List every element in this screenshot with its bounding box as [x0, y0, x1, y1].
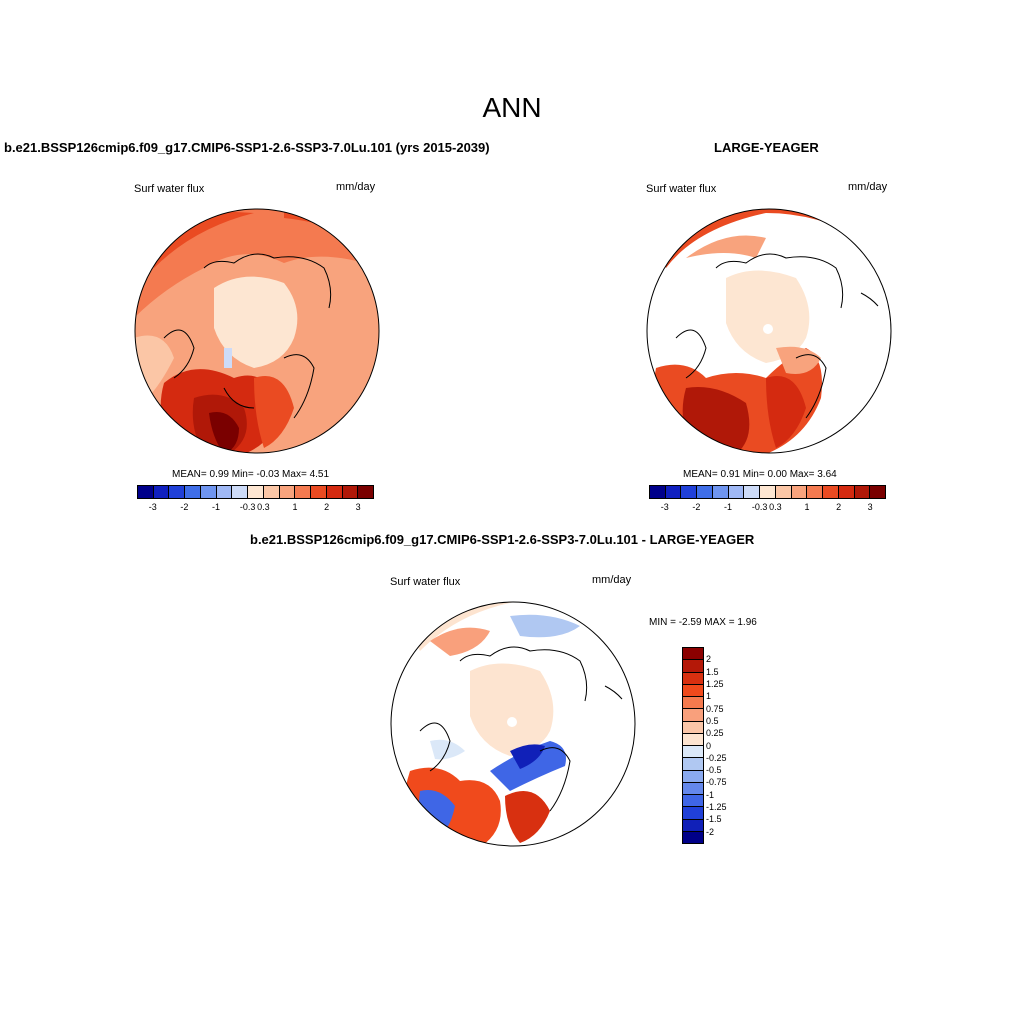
colorbar-level-label: 2 — [706, 654, 712, 665]
colorbar-tick-label: 0.3 — [257, 502, 270, 512]
colorbar-swatch — [838, 486, 855, 498]
colorbar-level-label: 0.5 — [706, 715, 719, 726]
colorbar-swatch — [683, 819, 703, 832]
colorbar-level-label: 1.25 — [706, 678, 724, 689]
colorbar-tick-label: 2 — [324, 502, 330, 512]
colorbar-swatch — [683, 672, 703, 685]
colorbar-swatch — [342, 486, 359, 498]
left-colorbar: -3 -2 -1 -0.3 0.3 1 2 3 — [137, 485, 374, 516]
colorbar-swatch — [665, 486, 682, 498]
colorbar-tick-label: -2 — [180, 502, 189, 512]
right-colorbar: -3 -2 -1 -0.3 0.3 1 2 3 — [649, 485, 886, 516]
colorbar-swatch — [683, 831, 703, 843]
diff-units-label: mm/day — [592, 574, 632, 586]
colorbar-swatch — [683, 758, 703, 771]
colorbar-swatch — [169, 486, 186, 498]
colorbar-swatch — [311, 486, 327, 498]
right-stats: MEAN= 0.91 Min= 0.00 Max= 3.64 — [683, 469, 837, 480]
colorbar-tick-label: 1 — [292, 502, 298, 512]
colorbar-tick-label: -2 — [692, 502, 701, 512]
colorbar-swatch — [263, 486, 280, 498]
left-variable-label: Surf water flux — [134, 183, 205, 195]
colorbar-tick-label: -3 — [660, 502, 669, 512]
right-units-label: mm/day — [848, 181, 888, 193]
diff-colorbar — [682, 647, 704, 844]
diff-polar-map — [390, 601, 636, 847]
colorbar-tick-label: 1 — [804, 502, 810, 512]
colorbar-swatch — [358, 486, 374, 498]
colorbar-tick-label: 3 — [867, 502, 873, 512]
diff-variable-label: Surf water flux — [390, 576, 461, 588]
colorbar-swatch — [854, 486, 871, 498]
colorbar-swatch — [185, 486, 201, 498]
colorbar-tick-label: -0.3 — [751, 502, 768, 512]
colorbar-level-label: -0.5 — [706, 765, 722, 776]
colorbar-swatch — [683, 721, 703, 734]
left-stats: MEAN= 0.99 Min= -0.03 Max= 4.51 — [172, 469, 330, 480]
colorbar-level-label: 1.5 — [706, 666, 719, 677]
colorbar-swatch — [326, 486, 343, 498]
colorbar-swatch — [153, 486, 170, 498]
colorbar-level-label: 0 — [706, 740, 712, 751]
colorbar-level-label: -0.25 — [706, 752, 727, 763]
colorbar-swatch — [650, 486, 666, 498]
colorbar-swatch — [791, 486, 808, 498]
colorbar-level-label: -2 — [706, 826, 715, 837]
colorbar-tick-label: 3 — [355, 502, 361, 512]
colorbar-swatch — [683, 733, 703, 746]
colorbar-swatch — [681, 486, 698, 498]
colorbar-swatch — [775, 486, 792, 498]
colorbar-swatch — [683, 746, 703, 759]
figure-title: ANN — [482, 92, 542, 123]
right-variable-label: Surf water flux — [646, 183, 717, 195]
left-polar-map — [134, 208, 380, 454]
right-polar-map — [646, 208, 892, 454]
colorbar-level-label: 1 — [706, 691, 712, 702]
colorbar-swatch — [870, 486, 886, 498]
colorbar-tick-label: -1 — [211, 502, 220, 512]
diff-panel-title: b.e21.BSSP126cmip6.f09_g17.CMIP6-SSP1-2.… — [250, 532, 755, 547]
colorbar-swatch — [683, 709, 703, 722]
colorbar-level-label: -1.25 — [706, 802, 727, 813]
colorbar-level-label: 0.25 — [706, 728, 724, 739]
colorbar-swatch — [744, 486, 761, 498]
colorbar-swatch — [697, 486, 713, 498]
colorbar-level-label: -1 — [706, 789, 715, 800]
colorbar-swatch — [248, 486, 264, 498]
colorbar-swatch — [728, 486, 745, 498]
colorbar-swatch — [807, 486, 824, 498]
colorbar-swatch — [683, 795, 703, 808]
colorbar-tick-label: -0.3 — [239, 502, 256, 512]
colorbar-swatch — [279, 486, 296, 498]
colorbar-level-label: -1.5 — [706, 814, 722, 825]
colorbar-swatch — [683, 782, 703, 795]
colorbar-swatch — [683, 648, 703, 661]
colorbar-swatch — [683, 660, 703, 673]
left-units-label: mm/day — [336, 181, 376, 193]
colorbar-level-label: 0.75 — [706, 703, 724, 714]
colorbar-swatch — [138, 486, 154, 498]
colorbar-swatch — [295, 486, 312, 498]
colorbar-swatch — [232, 486, 249, 498]
colorbar-swatch — [760, 486, 776, 498]
colorbar-swatch — [683, 807, 703, 820]
colorbar-swatch — [712, 486, 729, 498]
colorbar-swatch — [216, 486, 233, 498]
colorbar-tick-label: -1 — [723, 502, 732, 512]
diff-minmax: MIN = -2.59 MAX = 1.96 — [649, 617, 757, 628]
colorbar-swatch — [683, 684, 703, 697]
colorbar-swatch — [200, 486, 217, 498]
colorbar-tick-label: -3 — [148, 502, 157, 512]
colorbar-swatch — [683, 770, 703, 783]
colorbar-tick-label: 2 — [836, 502, 842, 512]
right-panel-title: LARGE-YEAGER — [714, 140, 819, 155]
colorbar-swatch — [823, 486, 839, 498]
left-panel-title: b.e21.BSSP126cmip6.f09_g17.CMIP6-SSP1-2.… — [4, 140, 490, 155]
colorbar-tick-label: 0.3 — [769, 502, 782, 512]
colorbar-swatch — [683, 697, 703, 710]
colorbar-level-label: -0.75 — [706, 777, 727, 788]
